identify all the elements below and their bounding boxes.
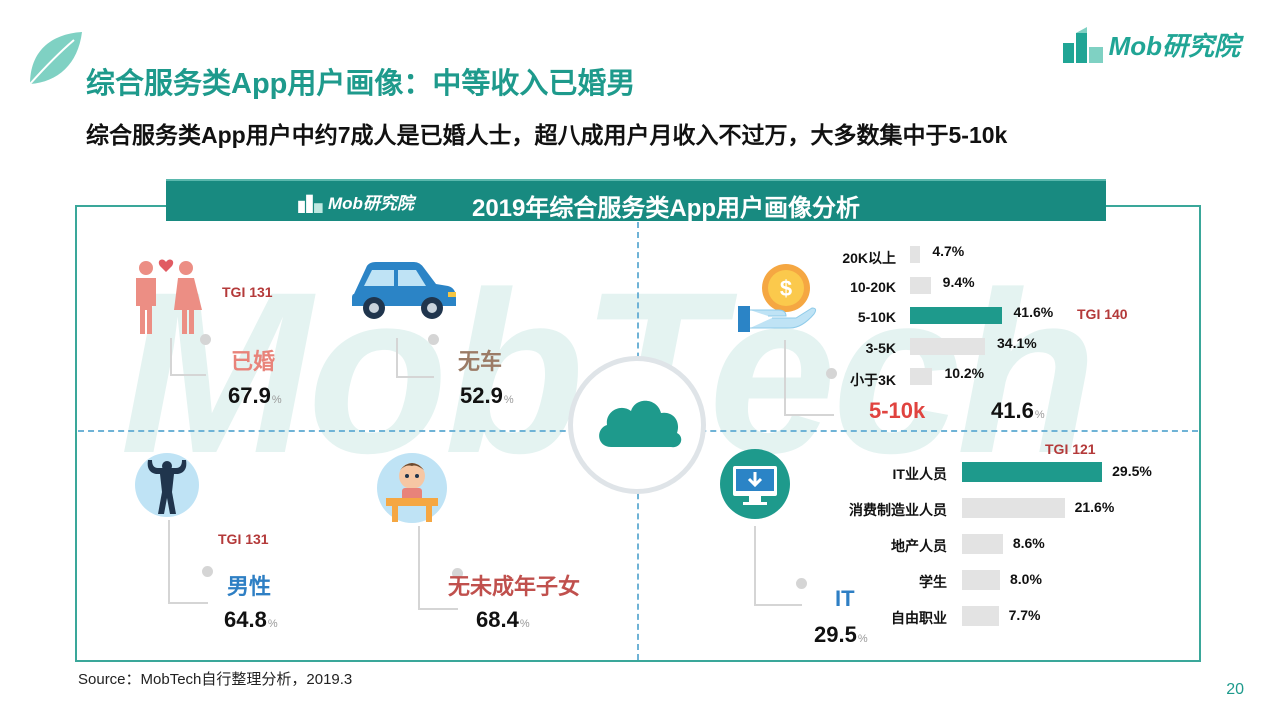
source-note: Source：MobTech自行整理分析，2019.3 — [78, 671, 353, 688]
bodybuilder-icon — [134, 452, 200, 518]
income-category-label: 10-20K — [850, 278, 896, 295]
banner-logo: Mob研究院 — [298, 189, 414, 214]
income-leader-dot — [826, 368, 837, 379]
income-value-label: 10.2% — [944, 365, 985, 381]
monitor-download-icon — [719, 448, 791, 520]
income-bar — [910, 246, 921, 263]
occupation-value-label: 29.5% — [1112, 463, 1152, 479]
income-bar — [910, 337, 986, 355]
brand-logo-text: Mob研究院 — [1108, 31, 1240, 61]
decorative-leaf-icon — [28, 30, 84, 86]
income-value-label: 34.1% — [997, 334, 1037, 351]
car-icon — [348, 258, 460, 324]
page-title: 综合服务类App用户画像：中等收入已婚男 — [86, 68, 636, 100]
page-number: 20 — [1226, 681, 1244, 698]
occupation-bar — [962, 606, 999, 626]
cloud-icon — [599, 400, 682, 448]
occupation-value-label: 21.6% — [1074, 499, 1115, 515]
brand-logo: Mob研究院 — [1062, 26, 1240, 63]
occupation-bar — [962, 498, 1065, 518]
banner-title: 2019年综合服务类App用户画像分析 — [471, 195, 861, 222]
occupation-bar — [962, 462, 1103, 482]
section-banner: Mob研究院 2019年综合服务类App用户画像分析 — [166, 179, 1106, 222]
male-leader-dot — [202, 566, 213, 577]
occupation-value-label: 8.0% — [1010, 571, 1042, 587]
married-leader-line — [170, 338, 206, 376]
banner-logo-text: Mob研究院 — [328, 194, 414, 213]
income-category-label: 5-10K — [857, 309, 896, 325]
no-car-value: 52.9% — [460, 383, 514, 408]
money-hand-icon: $ — [738, 262, 820, 336]
income-leader-line — [784, 340, 834, 416]
income-bar — [910, 368, 933, 385]
income-value-label: 4.7% — [932, 243, 965, 259]
no-car-leader-dot — [428, 334, 439, 345]
occupation-category-label: 消费制造业人员 — [849, 502, 947, 518]
baby-icon — [376, 452, 448, 524]
income-bar — [910, 307, 1002, 324]
male-leader-line — [168, 520, 208, 604]
income-value-label: 9.4% — [942, 273, 975, 290]
occupation-value-label: 8.6% — [1012, 535, 1045, 551]
occupation-bar — [962, 534, 1003, 554]
no-children-leader-dot — [452, 568, 463, 579]
male-label: 男性 — [227, 574, 272, 599]
income-highlight-value: 41.6% — [991, 398, 1045, 423]
center-circle — [568, 356, 706, 494]
occupation-tgi: TGI 121 — [1045, 441, 1096, 457]
income-tgi: TGI 140 — [1077, 306, 1128, 322]
occupation-highlight-value: 29.5% — [814, 622, 868, 647]
mob-logo-icon — [298, 194, 323, 213]
occupation-highlight-label: IT — [835, 586, 855, 611]
no-children-value: 68.4% — [476, 607, 530, 632]
occupation-category-label: 自由职业 — [891, 610, 947, 626]
mob-logo-icon — [1062, 26, 1103, 63]
male-value: 64.8% — [224, 607, 278, 632]
occupation-category-label: 地产人员 — [891, 538, 947, 554]
income-category-label: 小于3K — [850, 372, 896, 388]
occupation-category-label: IT业人员 — [892, 466, 947, 482]
married-value: 67.9% — [228, 383, 282, 408]
income-category-label: 3-5K — [865, 339, 896, 356]
male-tgi: TGI 131 — [218, 531, 269, 547]
income-value-label: 41.6% — [1013, 304, 1054, 320]
income-category-label: 20K以上 — [842, 250, 896, 266]
no-car-label: 无车 — [458, 349, 503, 374]
occupation-value-label: 7.7% — [1008, 607, 1041, 623]
occupation-category-label: 学生 — [919, 574, 947, 590]
couple-icon — [126, 254, 210, 338]
no-children-leader-line — [418, 526, 458, 610]
married-tgi: TGI 131 — [222, 284, 273, 300]
income-highlight-label: 5-10k — [869, 398, 926, 423]
occupation-leader-line — [754, 526, 802, 606]
occupation-leader-dot — [796, 578, 807, 589]
svg-text:$: $ — [780, 276, 792, 301]
married-label: 已婚 — [231, 349, 276, 374]
income-bar — [910, 276, 931, 294]
no-children-label: 无未成年子女 — [448, 574, 581, 599]
no-car-leader-line — [396, 338, 434, 378]
page-subtitle: 综合服务类App用户中约7成人是已婚人士，超八成用户月收入不过万，大多数集中于5… — [86, 122, 1008, 148]
occupation-bar — [962, 570, 1000, 590]
married-leader-dot — [200, 334, 211, 345]
